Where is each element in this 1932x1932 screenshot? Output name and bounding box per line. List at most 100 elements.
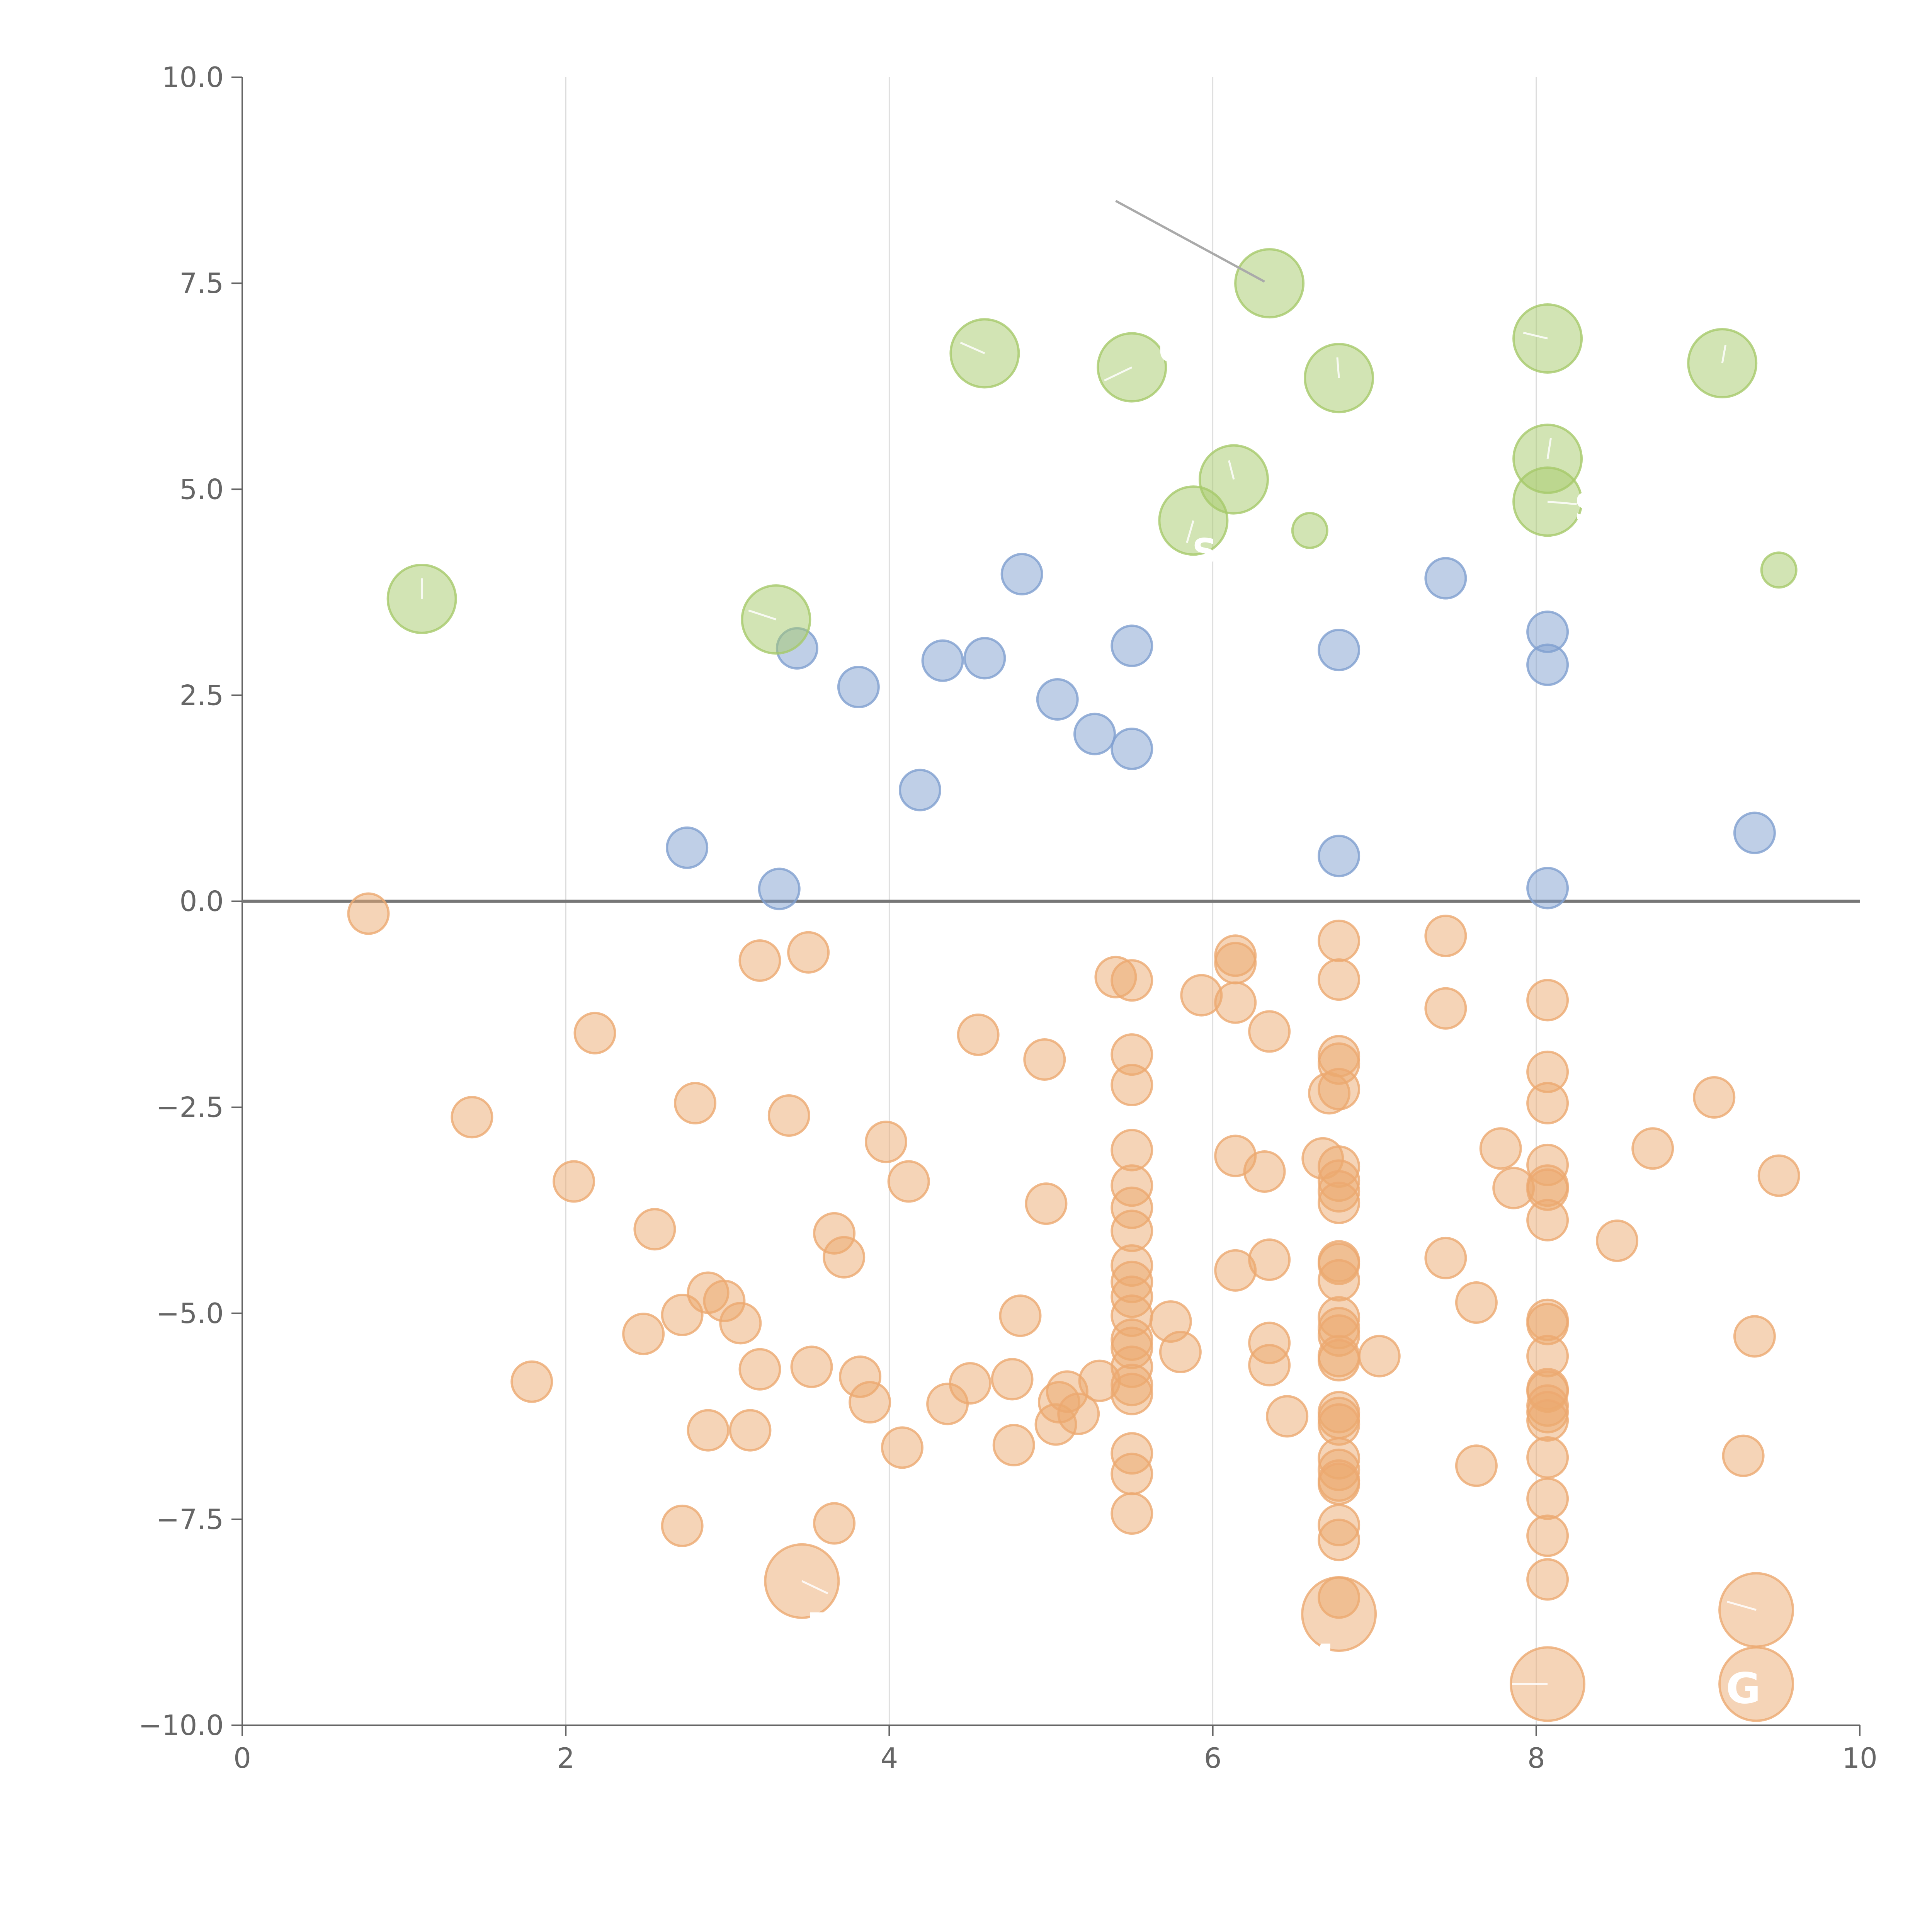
orange-point bbox=[1693, 1076, 1736, 1119]
orange-point bbox=[1248, 1238, 1291, 1281]
annotation-tick bbox=[1721, 345, 1727, 364]
x-tick-label: 6 bbox=[1204, 1742, 1222, 1774]
orange-point bbox=[1318, 1181, 1361, 1224]
annotation-tick bbox=[960, 342, 985, 354]
orange-point bbox=[1111, 959, 1153, 1002]
blue-point bbox=[1318, 629, 1361, 672]
orange-point bbox=[1248, 1010, 1291, 1053]
orange-point bbox=[1526, 1558, 1569, 1601]
orange-point bbox=[674, 1082, 717, 1124]
orange-point bbox=[1318, 1068, 1361, 1111]
annotation-label: U bbox=[1156, 326, 1188, 371]
orange-point bbox=[1318, 958, 1361, 1001]
blue-point bbox=[921, 639, 964, 682]
annotation-tick bbox=[801, 1580, 828, 1595]
annotation-tick bbox=[1104, 366, 1133, 382]
orange-point bbox=[1111, 1492, 1153, 1535]
annotation-label: S bbox=[1619, 482, 1647, 527]
blue-point bbox=[1111, 727, 1153, 770]
orange-point bbox=[510, 1360, 553, 1403]
annotation-tick bbox=[1186, 520, 1194, 543]
annotation-tick bbox=[1546, 438, 1552, 459]
orange-point bbox=[1111, 1372, 1153, 1415]
orange-point bbox=[1318, 919, 1361, 962]
orange-point bbox=[957, 1013, 1000, 1056]
annotation-label: S bbox=[1628, 490, 1655, 536]
blue-point bbox=[1526, 867, 1569, 910]
y-tick-label: 5.0 bbox=[179, 473, 224, 505]
green-point bbox=[1304, 343, 1374, 413]
orange-point bbox=[999, 1294, 1042, 1337]
orange-point bbox=[622, 1313, 665, 1355]
orange-point bbox=[991, 1358, 1034, 1401]
orange-point bbox=[1214, 942, 1257, 985]
orange-point bbox=[1526, 1199, 1569, 1242]
y-tick-label: 7.5 bbox=[179, 267, 224, 299]
orange-point bbox=[1424, 987, 1467, 1030]
orange-point bbox=[553, 1160, 595, 1203]
orange-point bbox=[1266, 1395, 1309, 1438]
x-tick-label: 10 bbox=[1842, 1742, 1878, 1774]
orange-point bbox=[687, 1409, 730, 1452]
orange-point bbox=[865, 1121, 908, 1163]
blue-point bbox=[837, 666, 880, 709]
orange-point bbox=[790, 1345, 833, 1388]
orange-point bbox=[1722, 1434, 1765, 1477]
x-tick-label: 8 bbox=[1527, 1742, 1545, 1774]
orange-point bbox=[1526, 1082, 1569, 1124]
orange-point bbox=[1318, 1463, 1361, 1505]
green-point bbox=[1291, 512, 1328, 549]
orange-point bbox=[813, 1502, 856, 1545]
x-tick-label: 4 bbox=[880, 1742, 898, 1774]
orange-point bbox=[1358, 1335, 1401, 1378]
orange-point bbox=[1455, 1444, 1498, 1487]
orange-point bbox=[1455, 1281, 1498, 1324]
orange-point bbox=[573, 1012, 616, 1054]
orange-point bbox=[1023, 1038, 1066, 1081]
orange-point bbox=[881, 1426, 923, 1469]
orange-point bbox=[661, 1504, 704, 1547]
y-tick-label: −7.5 bbox=[156, 1503, 224, 1536]
y-tick-label: 0.0 bbox=[179, 885, 224, 918]
annotation-tick bbox=[1228, 460, 1235, 480]
blue-point bbox=[1036, 678, 1079, 721]
orange-point bbox=[849, 1381, 891, 1424]
blue-point bbox=[1733, 811, 1776, 854]
orange-point bbox=[1214, 981, 1257, 1024]
blue-point bbox=[1424, 557, 1467, 600]
annotation-tick bbox=[1727, 1600, 1757, 1611]
orange-point bbox=[1025, 1182, 1068, 1225]
annotation-label: S bbox=[1192, 531, 1217, 572]
orange-point bbox=[787, 931, 830, 974]
orange-point bbox=[1526, 979, 1569, 1022]
orange-point bbox=[1424, 915, 1467, 957]
orange-point bbox=[1301, 1576, 1377, 1652]
blue-point bbox=[1318, 835, 1361, 878]
green-point bbox=[1687, 328, 1758, 398]
annotation-tick bbox=[1336, 357, 1340, 378]
orange-point bbox=[1318, 1519, 1361, 1561]
green-point bbox=[1760, 551, 1798, 589]
orange-point bbox=[1631, 1127, 1674, 1170]
blue-point bbox=[1526, 643, 1569, 686]
orange-point bbox=[1718, 1646, 1794, 1722]
orange-point bbox=[738, 1348, 781, 1391]
y-tick-label: −2.5 bbox=[156, 1091, 224, 1124]
orange-point bbox=[1733, 1315, 1776, 1358]
orange-point bbox=[1111, 1064, 1153, 1107]
orange-point bbox=[719, 1302, 762, 1345]
annotation-label: G bbox=[1726, 1663, 1760, 1713]
y-tick-label: 10.0 bbox=[162, 61, 224, 94]
annotation-label: M bbox=[1296, 1636, 1334, 1681]
orange-point bbox=[1057, 1392, 1100, 1435]
annotation-tick bbox=[1523, 332, 1548, 340]
orange-point bbox=[992, 1423, 1035, 1466]
orange-point bbox=[823, 1236, 866, 1279]
orange-point bbox=[887, 1160, 930, 1203]
green-point bbox=[1234, 248, 1305, 319]
annotation-tick bbox=[1547, 500, 1577, 505]
blue-point bbox=[1111, 624, 1153, 667]
annotation-label: B bbox=[806, 1604, 836, 1650]
